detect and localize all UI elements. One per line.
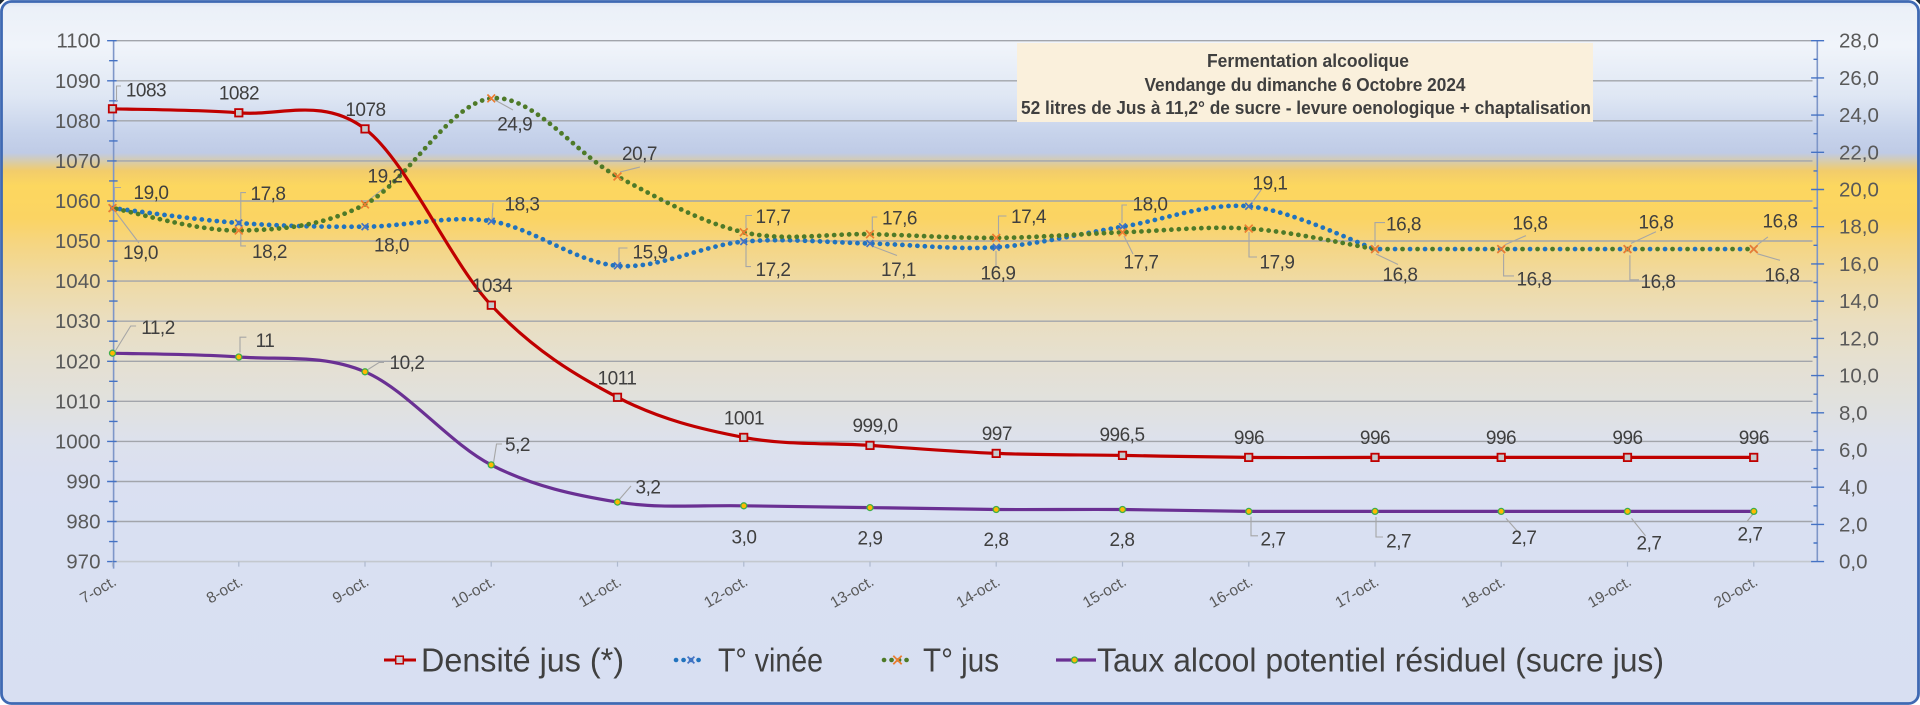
svg-text:1000: 1000 bbox=[55, 430, 101, 453]
svg-text:1083: 1083 bbox=[126, 81, 166, 102]
svg-text:24,9: 24,9 bbox=[497, 115, 532, 136]
svg-text:20,0: 20,0 bbox=[1839, 179, 1879, 202]
svg-text:12,0: 12,0 bbox=[1839, 327, 1879, 350]
svg-text:11: 11 bbox=[256, 331, 275, 352]
svg-text:0,0: 0,0 bbox=[1839, 551, 1868, 574]
svg-text:20,7: 20,7 bbox=[622, 144, 657, 165]
svg-text:16,8: 16,8 bbox=[1765, 266, 1800, 287]
svg-text:19,0: 19,0 bbox=[123, 243, 158, 264]
svg-text:5,2: 5,2 bbox=[505, 435, 530, 456]
svg-text:1050: 1050 bbox=[55, 230, 101, 253]
svg-text:17,2: 17,2 bbox=[756, 260, 791, 281]
svg-text:19,1: 19,1 bbox=[1253, 174, 1288, 195]
svg-text:1100: 1100 bbox=[56, 30, 100, 53]
svg-text:2,7: 2,7 bbox=[1386, 532, 1411, 553]
svg-text:1034: 1034 bbox=[472, 276, 513, 297]
svg-text:996: 996 bbox=[1360, 428, 1390, 449]
svg-text:2,9: 2,9 bbox=[858, 529, 883, 550]
svg-text:996: 996 bbox=[1612, 428, 1642, 449]
svg-text:8,0: 8,0 bbox=[1839, 402, 1868, 425]
svg-text:996: 996 bbox=[1234, 428, 1264, 449]
svg-text:52 litres de Jus à 11,2° de su: 52 litres de Jus à 11,2° de sucre - levu… bbox=[1021, 98, 1591, 118]
svg-text:10,2: 10,2 bbox=[390, 353, 425, 374]
svg-text:16,8: 16,8 bbox=[1513, 214, 1548, 235]
svg-text:17,6: 17,6 bbox=[882, 209, 917, 230]
svg-text:26,0: 26,0 bbox=[1839, 67, 1879, 90]
svg-text:3,2: 3,2 bbox=[636, 478, 661, 499]
svg-text:22,0: 22,0 bbox=[1839, 141, 1879, 164]
svg-text:1078: 1078 bbox=[345, 100, 385, 121]
svg-text:970: 970 bbox=[66, 551, 100, 574]
svg-text:1020: 1020 bbox=[55, 350, 101, 373]
svg-text:T° vinée: T° vinée bbox=[718, 642, 823, 679]
svg-text:1010: 1010 bbox=[55, 390, 101, 413]
svg-text:1030: 1030 bbox=[55, 310, 101, 333]
svg-text:18,3: 18,3 bbox=[505, 195, 540, 216]
svg-text:980: 980 bbox=[66, 511, 100, 534]
svg-text:2,8: 2,8 bbox=[1110, 530, 1135, 551]
svg-text:17,8: 17,8 bbox=[251, 184, 286, 205]
svg-text:18,0: 18,0 bbox=[1839, 216, 1879, 239]
svg-text:6,0: 6,0 bbox=[1839, 439, 1868, 462]
svg-text:2,7: 2,7 bbox=[1512, 528, 1537, 549]
svg-text:3,0: 3,0 bbox=[732, 528, 757, 549]
svg-text:Vendange du dimanche 6 Octobre: Vendange du dimanche 6 Octobre 2024 bbox=[1145, 75, 1466, 95]
svg-text:16,8: 16,8 bbox=[1383, 265, 1418, 286]
svg-text:17,7: 17,7 bbox=[1124, 253, 1159, 274]
svg-text:17,7: 17,7 bbox=[756, 207, 791, 228]
svg-text:16,8: 16,8 bbox=[1763, 212, 1798, 233]
svg-text:17,9: 17,9 bbox=[1260, 253, 1295, 274]
svg-text:999,0: 999,0 bbox=[852, 416, 897, 437]
svg-text:2,8: 2,8 bbox=[984, 530, 1009, 551]
svg-text:Fermentation alcoolique: Fermentation alcoolique bbox=[1207, 51, 1409, 71]
svg-text:16,8: 16,8 bbox=[1641, 272, 1676, 293]
svg-text:Taux alcool potentiel résiduel: Taux alcool potentiel résiduel (sucre ju… bbox=[1097, 642, 1664, 679]
svg-text:1040: 1040 bbox=[55, 270, 101, 293]
svg-text:1070: 1070 bbox=[55, 150, 101, 173]
svg-text:18,0: 18,0 bbox=[1133, 195, 1168, 216]
svg-text:18,2: 18,2 bbox=[252, 242, 287, 263]
svg-text:2,7: 2,7 bbox=[1261, 530, 1286, 551]
svg-text:24,0: 24,0 bbox=[1839, 104, 1879, 127]
svg-text:1082: 1082 bbox=[219, 84, 259, 105]
svg-text:18,0: 18,0 bbox=[374, 236, 409, 257]
svg-text:1080: 1080 bbox=[55, 110, 101, 133]
svg-text:19,2: 19,2 bbox=[368, 167, 403, 188]
svg-text:16,8: 16,8 bbox=[1517, 270, 1552, 291]
svg-text:996: 996 bbox=[1739, 428, 1769, 449]
svg-text:1001: 1001 bbox=[724, 409, 764, 430]
svg-text:16,9: 16,9 bbox=[981, 264, 1016, 285]
svg-text:1090: 1090 bbox=[55, 70, 101, 93]
svg-text:4,0: 4,0 bbox=[1839, 476, 1868, 499]
svg-text:16,0: 16,0 bbox=[1839, 253, 1879, 276]
svg-text:14,0: 14,0 bbox=[1839, 290, 1879, 313]
svg-text:16,8: 16,8 bbox=[1639, 213, 1674, 234]
svg-text:15,9: 15,9 bbox=[633, 243, 668, 264]
svg-text:Densité jus (*): Densité jus (*) bbox=[421, 642, 624, 679]
svg-text:990: 990 bbox=[66, 471, 100, 494]
svg-text:T° jus: T° jus bbox=[923, 642, 999, 679]
svg-text:2,7: 2,7 bbox=[1637, 534, 1662, 555]
svg-text:997: 997 bbox=[982, 424, 1012, 445]
svg-text:1060: 1060 bbox=[55, 190, 101, 213]
svg-text:16,8: 16,8 bbox=[1386, 215, 1421, 236]
svg-text:11,2: 11,2 bbox=[141, 318, 175, 339]
svg-text:1011: 1011 bbox=[598, 369, 637, 390]
svg-text:996,5: 996,5 bbox=[1099, 425, 1144, 446]
svg-text:10,0: 10,0 bbox=[1839, 365, 1879, 388]
svg-text:28,0: 28,0 bbox=[1839, 30, 1879, 53]
svg-text:17,1: 17,1 bbox=[881, 260, 916, 281]
svg-text:17,4: 17,4 bbox=[1011, 207, 1047, 228]
svg-text:2,0: 2,0 bbox=[1839, 513, 1868, 536]
svg-text:2,7: 2,7 bbox=[1738, 525, 1763, 546]
svg-text:19,0: 19,0 bbox=[134, 183, 169, 204]
svg-text:996: 996 bbox=[1486, 428, 1516, 449]
